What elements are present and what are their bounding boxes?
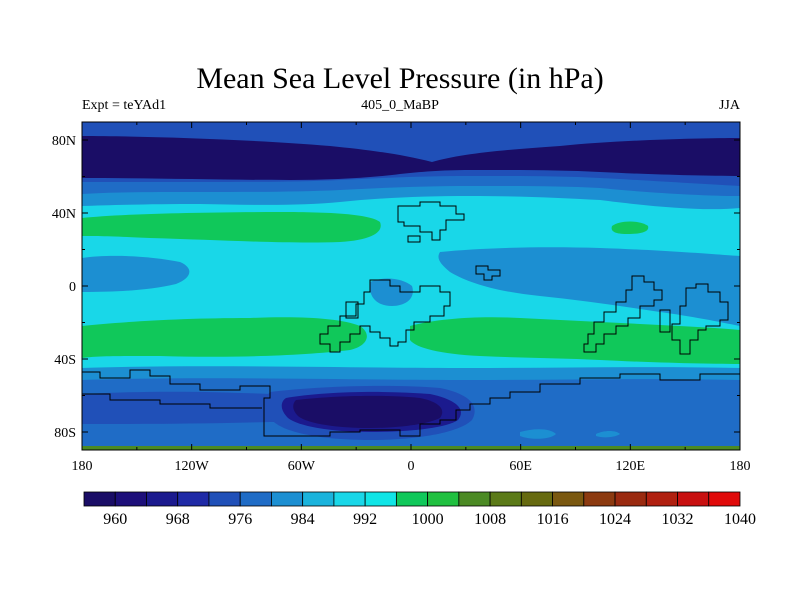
- colorbar-swatch: [114, 491, 147, 507]
- colorbar-swatch: [552, 491, 585, 507]
- colorbar-swatch: [645, 491, 678, 507]
- coast-antarctic-inner: [82, 393, 262, 409]
- lat-tick-label: 80S: [54, 426, 76, 441]
- field-green-s-west: [82, 317, 367, 358]
- colorbar-label: 1016: [537, 511, 569, 528]
- coastlines: [82, 201, 740, 437]
- colorbar-swatch: [677, 491, 710, 507]
- lon-tick-label: 120W: [175, 459, 210, 474]
- colorbar-swatch: [395, 491, 429, 507]
- lat-tick-label: 0: [69, 280, 76, 295]
- colorbar-label: 1000: [412, 511, 444, 528]
- field-green-n-east: [611, 221, 649, 234]
- coast-africa-sa: [319, 279, 451, 353]
- colorbar-swatch: [489, 491, 522, 507]
- colorbar-label: 968: [166, 511, 190, 528]
- colorbar-label: 984: [291, 511, 315, 528]
- lon-tick-label: 120E: [616, 459, 646, 474]
- field-sky-s-small-a: [520, 429, 556, 439]
- colorbar-label: 1024: [599, 511, 631, 528]
- colorbar-swatch: [302, 491, 335, 507]
- colorbar-swatch: [364, 491, 397, 507]
- colorbar-label: 1040: [724, 511, 756, 528]
- colorbar-swatch: [271, 491, 304, 507]
- colorbar-label: 1008: [474, 511, 506, 528]
- colorbar-label: 976: [228, 511, 252, 528]
- pressure-field: [82, 122, 740, 450]
- season-label: JJA: [718, 98, 740, 113]
- colorbar-swatch: [177, 491, 210, 507]
- field-green-n-west: [82, 212, 381, 243]
- lat-tick-label: 40N: [52, 207, 76, 222]
- coast-australia: [671, 283, 729, 355]
- field-sky-s-small-b: [596, 431, 620, 438]
- colorbar-swatch: [458, 491, 491, 507]
- coast-antarctic: [82, 369, 740, 437]
- lon-tick-label: 180: [730, 459, 751, 474]
- colorbar-label: 992: [353, 511, 377, 528]
- lat-axis: 80N 40N 0 40S 80S: [52, 134, 740, 441]
- colorbar-swatch: [146, 491, 179, 507]
- colorbar-swatch: [239, 491, 272, 507]
- lon-axis: 180 120W 60W 0 60E 120E 180: [72, 122, 751, 474]
- colorbar-swatch: [208, 491, 241, 507]
- field-sky-trop-east: [438, 247, 740, 326]
- coast-arabia: [475, 265, 501, 281]
- coast-europe: [397, 201, 465, 241]
- lat-tick-label: 40S: [54, 353, 76, 368]
- field-band-n-deep: [82, 136, 740, 180]
- colorbar-swatch: [333, 491, 366, 507]
- lon-tick-label: 60E: [509, 459, 532, 474]
- colorbar-swatch: [520, 491, 553, 507]
- experiment-label: Expt = teYAd1: [82, 98, 167, 113]
- field-sky-trop-center: [369, 278, 413, 306]
- coast-asia-a: [583, 275, 663, 353]
- colorbar-label: 1032: [662, 511, 694, 528]
- colorbar-swatch: [583, 491, 616, 507]
- lon-tick-label: 60W: [288, 459, 316, 474]
- field-sky-trop-west: [82, 255, 190, 292]
- colorbar-swatch: [708, 491, 741, 507]
- time-label: 405_0_MaBP: [361, 98, 439, 113]
- lat-tick-label: 80N: [52, 134, 76, 149]
- colorbar-swatch: [83, 491, 116, 507]
- field-deep-s: [293, 395, 443, 428]
- plot-title: Mean Sea Level Pressure (in hPa): [196, 62, 604, 95]
- coast-island: [345, 301, 359, 319]
- colorbar: 960 968 976 984 992 1000 1008 1016 1024 1032 1040: [83, 491, 756, 528]
- colorbar-swatch: [614, 491, 647, 507]
- coast-asia-b: [659, 309, 671, 333]
- lon-tick-label: 180: [72, 459, 93, 474]
- colorbar-swatch: [427, 491, 460, 507]
- lon-tick-label: 0: [408, 459, 415, 474]
- colorbar-label: 960: [103, 511, 127, 528]
- coast-iberia: [407, 235, 421, 243]
- field-green-s-east: [410, 317, 740, 364]
